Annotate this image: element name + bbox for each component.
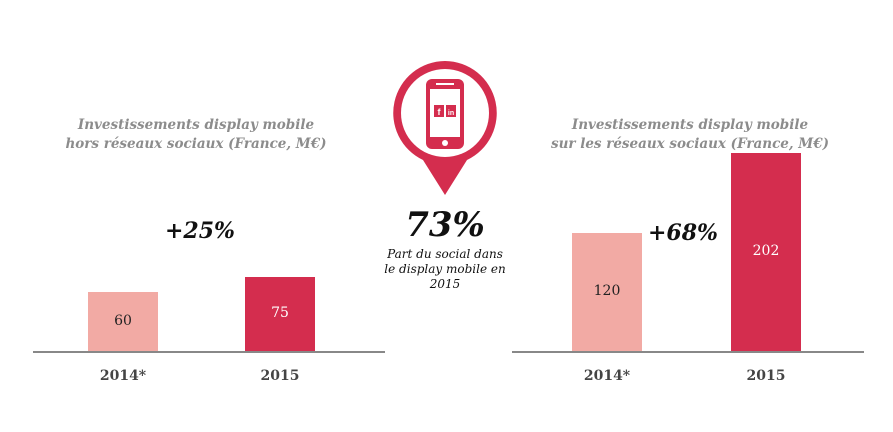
right-baseline [512,351,864,353]
smartphone-icon: f in [393,61,497,195]
right-category-2014: 2014* [583,368,631,384]
left-bar-2014 [88,292,158,351]
right-growth-label: +68% [648,220,718,246]
right-title-line-1: Investissements display mobile [571,117,809,133]
left-bar-2015 [245,277,315,351]
left-category-2015: 2015 [260,368,300,384]
left-chart: Investissements display mobile hors rése… [0,0,400,432]
social-share-callout: f in 73% Part du social dans le display … [380,55,510,315]
left-baseline [33,351,385,353]
right-chart: Investissements display mobile sur les r… [480,0,893,432]
right-chart-title: Investissements display mobile sur les r… [520,116,860,154]
right-bar-2015 [731,153,801,351]
facebook-icon [434,105,444,117]
right-title-line-2: sur les réseaux sociaux (France, M€) [550,136,830,152]
caption-line-3: 2015 [429,277,461,291]
left-title-line-2: hors réseaux sociaux (France, M€) [65,136,327,152]
social-share-value: 73% [405,205,485,245]
right-bar-2014-value: 120 [593,283,621,300]
right-bar-2014 [572,233,642,351]
left-category-2014: 2014* [99,368,147,384]
right-bar-2015-value: 202 [752,243,780,259]
left-growth-label: +25% [165,218,235,244]
caption-line-1: Part du social dans [387,247,503,261]
facebook-letter: f [438,107,442,117]
right-category-2015: 2015 [746,368,786,384]
linkedin-letter: in [448,110,454,117]
linkedin-icon [446,105,456,117]
social-share-caption: Part du social dans le display mobile en… [380,247,510,292]
caption-line-2: le display mobile en [384,262,506,276]
left-title-line-1: Investissements display mobile [77,117,315,133]
left-bar-2014-value: 60 [114,312,132,329]
left-bar-2015-value: 75 [271,305,289,322]
left-chart-title: Investissements display mobile hors rése… [0,116,396,154]
